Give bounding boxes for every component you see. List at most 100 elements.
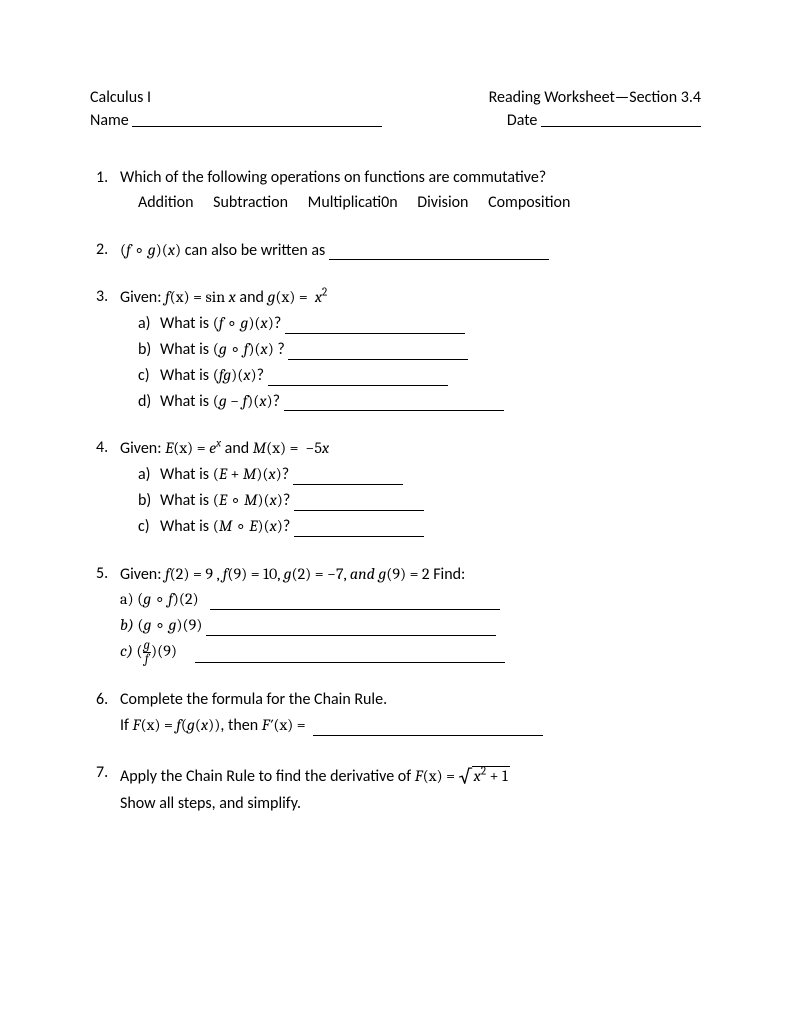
q5-number: 5. xyxy=(96,562,108,587)
q3-sub: a)What is (f ∘ g)(x)? b)What is (g ∘ f)(… xyxy=(120,311,701,414)
q1-opt-subtraction[interactable]: Subtraction xyxy=(213,193,288,212)
q3c-text: What is xyxy=(160,366,213,385)
q4b-q: ? xyxy=(283,491,290,510)
q1-opt-multiplication[interactable]: Multiplicati0n xyxy=(308,193,398,212)
q5b-expr: (g ∘ g)(9) xyxy=(137,616,202,634)
q3c-blank[interactable] xyxy=(268,385,448,386)
q3-gx-def: g(x) = x2 xyxy=(268,288,328,306)
q4a-blank[interactable] xyxy=(293,484,403,485)
q4c-let: c) xyxy=(138,515,160,540)
q6-lhs: F(x) = f(g(x)) xyxy=(133,716,221,734)
q3-given: Given: xyxy=(120,288,165,307)
q4a-text: What is xyxy=(160,465,213,484)
q4c-q: ? xyxy=(283,517,290,536)
q4-eq2: = xyxy=(286,439,302,457)
q7-radicand: x2 + 1 xyxy=(472,766,510,785)
q4c-blank[interactable] xyxy=(294,536,424,537)
q3d-q: ? xyxy=(273,392,280,411)
q5-v9: 9 xyxy=(205,565,216,583)
q7: 7. Apply the Chain Rule to find the deri… xyxy=(120,761,701,817)
worksheet-page: Calculus I Reading Worksheet—Section 3.4… xyxy=(0,0,791,816)
q5a-expr: (g ∘ f)(2) xyxy=(137,590,199,608)
q6-px2: (x) xyxy=(273,716,293,734)
q3a-blank[interactable] xyxy=(285,333,465,334)
q3d-expr: (g − f)(x) xyxy=(213,392,273,410)
q3a-let: a) xyxy=(138,312,160,337)
q3: 3. Given: f(x) = sin x and g(x) = x2 a)W… xyxy=(120,285,701,414)
q4b-let: b) xyxy=(138,489,160,514)
q7-number: 7. xyxy=(96,761,108,786)
q5-eq2: = xyxy=(247,565,263,583)
q1-opt-addition[interactable]: Addition xyxy=(138,193,194,212)
q7-px: (x) xyxy=(423,767,443,785)
q3b-blank[interactable] xyxy=(288,359,468,360)
name-blank[interactable] xyxy=(132,126,382,127)
q1-text: Which of the following operations on fun… xyxy=(120,168,546,187)
q5a-let: a) xyxy=(120,590,137,608)
q3c: c)What is (fg)(x)? xyxy=(138,363,701,389)
q2-circ: ∘ xyxy=(131,241,148,259)
q6-px: (x) xyxy=(140,716,160,734)
q4-M: M xyxy=(253,439,266,457)
q2: 2. (f ∘ g)(x) can also be written as xyxy=(120,238,701,264)
q5a-blank[interactable] xyxy=(210,609,500,610)
q3-sup2: 2 xyxy=(322,286,327,299)
q6-blank[interactable] xyxy=(313,735,543,736)
question-list: 1. Which of the following operations on … xyxy=(90,166,701,816)
q1-opt-division[interactable]: Division xyxy=(417,193,468,212)
name-field: Name xyxy=(90,111,382,130)
q2-g: g xyxy=(148,241,156,259)
q3d: d)What is (g − f)(x)? xyxy=(138,389,701,415)
q3d-blank[interactable] xyxy=(284,410,504,411)
q6-eq2: = xyxy=(293,716,309,734)
q3c-expr: (fg)(x) xyxy=(213,366,257,384)
q3a: a)What is (f ∘ g)(x)? xyxy=(138,311,701,337)
q2-x: x xyxy=(168,241,175,259)
q3-number: 3. xyxy=(96,285,108,310)
q2-number: 2. xyxy=(96,238,108,263)
q5-given: Given: xyxy=(120,565,165,584)
q2-text: can also be written as xyxy=(181,241,329,260)
q4-px2: (x) xyxy=(266,439,286,457)
q4c-text: What is xyxy=(160,517,213,536)
q4a: a)What is (E + M)(x)? xyxy=(138,462,701,488)
q6-number: 6. xyxy=(96,688,108,713)
q4-and: and xyxy=(221,439,253,458)
q6-if: If xyxy=(120,716,133,735)
q3-sin: sin xyxy=(206,288,226,306)
q3-eq1: = xyxy=(190,288,206,306)
q1-opt-composition[interactable]: Composition xyxy=(488,193,570,212)
q4: 4. Given: E(x) = ex and M(x) = −5x a)Wha… xyxy=(120,436,701,539)
q5c: c) (gf)(9) xyxy=(120,639,701,666)
q5c-expr: (gf)(9) xyxy=(136,642,177,660)
q7-rp1: + 1 xyxy=(486,767,508,785)
q5b-blank[interactable] xyxy=(206,635,496,636)
q6-then: , then xyxy=(220,716,261,735)
q4a-q: ? xyxy=(282,465,289,484)
q3d-let: d) xyxy=(138,390,160,415)
date-label: Date xyxy=(507,111,538,130)
q5: 5. Given: f(2) = 9 , f(9) = 10, g(2) = −… xyxy=(120,562,701,666)
worksheet-title: Reading Worksheet—Section 3.4 xyxy=(489,88,701,107)
q3-x1: x xyxy=(225,288,236,306)
q7-line2: Show all steps, and simplify. xyxy=(120,794,301,813)
q3c-q: ? xyxy=(257,366,264,385)
q4-px1: (x) xyxy=(173,439,193,457)
q4b-blank[interactable] xyxy=(294,510,424,511)
q7-rx: x xyxy=(474,767,481,785)
q5c-blank[interactable] xyxy=(195,662,505,663)
q4c-expr: (M ∘ E)(x) xyxy=(213,517,283,535)
q4-sub: a)What is (E + M)(x)? b)What is (E ∘ M)(… xyxy=(120,462,701,539)
q5c-close: )(9) xyxy=(151,642,177,660)
q4b-text: What is xyxy=(160,491,213,510)
q3c-let: c) xyxy=(138,364,160,389)
q3a-expr: (f ∘ g)(x) xyxy=(213,314,274,332)
q3-fx-def: f(x) = sin x xyxy=(165,288,236,306)
q3-px2: (x) xyxy=(275,288,295,306)
q6-eq: = xyxy=(160,716,176,734)
q4-E: E xyxy=(165,439,173,457)
date-blank[interactable] xyxy=(541,126,701,127)
q5-p2a: (2) xyxy=(170,565,190,583)
q5-p9b: (9) xyxy=(386,565,406,583)
q2-blank[interactable] xyxy=(329,259,549,260)
